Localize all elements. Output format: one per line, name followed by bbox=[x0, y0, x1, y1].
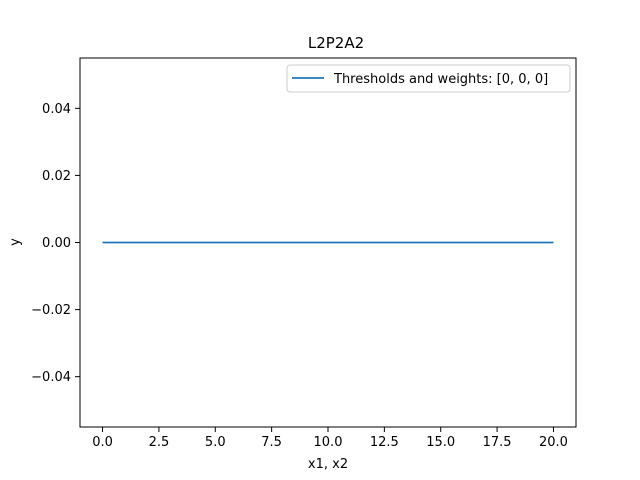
legend-entry-label: Thresholds and weights: [0, 0, 0] bbox=[333, 72, 548, 87]
x-tick-label: 15.0 bbox=[426, 435, 455, 450]
y-tick-label: 0.04 bbox=[42, 102, 71, 117]
y-tick-label: −0.04 bbox=[31, 370, 71, 385]
x-tick-label: 17.5 bbox=[483, 435, 512, 450]
x-tick-label: 0.0 bbox=[92, 435, 113, 450]
x-tick-label: 2.5 bbox=[149, 435, 170, 450]
x-tick-label: 12.5 bbox=[370, 435, 399, 450]
y-tick-label: 0.02 bbox=[42, 169, 71, 184]
x-axis-ticks: 0.0 2.5 5.0 7.5 10.0 12.5 15.0 17.5 20.0 bbox=[92, 427, 568, 450]
legend-box bbox=[286, 64, 571, 93]
legend: Thresholds and weights: [0, 0, 0] bbox=[286, 64, 571, 93]
x-tick-label: 7.5 bbox=[261, 435, 282, 450]
y-tick-label: 0.00 bbox=[42, 236, 71, 251]
x-tick-label: 10.0 bbox=[314, 435, 343, 450]
y-tick-label: −0.02 bbox=[31, 303, 71, 318]
x-tick-label: 5.0 bbox=[205, 435, 226, 450]
y-axis-ticks: −0.04 −0.02 0.00 0.02 0.04 bbox=[31, 102, 80, 385]
x-tick-label: 20.0 bbox=[539, 435, 568, 450]
chart-title: L2P2A2 bbox=[308, 34, 364, 52]
y-axis-label: y bbox=[8, 238, 23, 246]
x-axis-label: x1, x2 bbox=[308, 457, 348, 472]
